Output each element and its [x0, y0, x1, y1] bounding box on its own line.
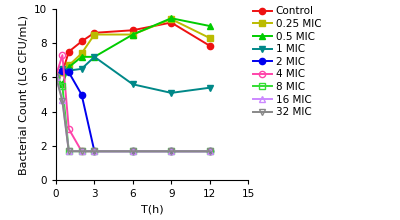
0.25 MIC	[60, 71, 65, 74]
Line: 0.5 MIC: 0.5 MIC	[53, 15, 213, 87]
Control	[66, 50, 71, 53]
0.5 MIC	[66, 66, 71, 68]
Control	[92, 31, 97, 34]
8 MIC	[60, 85, 65, 87]
8 MIC	[207, 150, 212, 152]
Line: 32 MIC: 32 MIC	[53, 73, 213, 154]
Control	[130, 29, 135, 31]
1 MIC	[130, 83, 135, 86]
1 MIC	[66, 69, 71, 72]
16 MIC	[169, 150, 174, 152]
1 MIC	[207, 86, 212, 89]
32 MIC	[130, 150, 135, 152]
0.5 MIC	[207, 25, 212, 27]
8 MIC	[66, 150, 71, 152]
0.25 MIC	[54, 75, 58, 78]
8 MIC	[54, 75, 58, 78]
16 MIC	[207, 150, 212, 152]
Control	[207, 44, 212, 47]
0.25 MIC	[66, 64, 71, 67]
2 MIC	[79, 93, 84, 96]
Line: 8 MIC: 8 MIC	[53, 73, 213, 154]
4 MIC	[207, 150, 212, 152]
0.5 MIC	[54, 76, 58, 79]
0.25 MIC	[130, 33, 135, 36]
Line: 2 MIC: 2 MIC	[53, 68, 213, 154]
Control	[169, 21, 174, 24]
32 MIC	[169, 150, 174, 152]
Line: 4 MIC: 4 MIC	[53, 52, 213, 154]
0.5 MIC	[130, 33, 135, 36]
Legend: Control, 0.25 MIC, 0.5 MIC, 1 MIC, 2 MIC, 4 MIC, 8 MIC, 16 MIC, 32 MIC: Control, 0.25 MIC, 0.5 MIC, 1 MIC, 2 MIC…	[252, 5, 322, 118]
0.25 MIC	[79, 52, 84, 55]
Control	[54, 75, 58, 78]
2 MIC	[207, 150, 212, 152]
16 MIC	[66, 150, 71, 152]
1 MIC	[54, 75, 58, 78]
32 MIC	[54, 75, 58, 78]
2 MIC	[54, 75, 58, 78]
0.5 MIC	[169, 17, 174, 20]
8 MIC	[79, 150, 84, 152]
32 MIC	[207, 150, 212, 152]
4 MIC	[54, 74, 58, 77]
Line: 0.25 MIC: 0.25 MIC	[53, 16, 213, 80]
0.5 MIC	[60, 83, 65, 86]
1 MIC	[60, 68, 65, 70]
8 MIC	[169, 150, 174, 152]
Line: Control: Control	[53, 19, 213, 80]
16 MIC	[130, 150, 135, 152]
Control	[60, 71, 65, 74]
2 MIC	[66, 71, 71, 74]
0.25 MIC	[207, 37, 212, 39]
4 MIC	[169, 150, 174, 152]
8 MIC	[92, 150, 97, 152]
Line: 1 MIC: 1 MIC	[53, 54, 213, 96]
0.5 MIC	[92, 55, 97, 58]
4 MIC	[130, 150, 135, 152]
2 MIC	[169, 150, 174, 152]
32 MIC	[66, 150, 71, 152]
32 MIC	[92, 150, 97, 152]
1 MIC	[79, 68, 84, 70]
4 MIC	[92, 150, 97, 152]
32 MIC	[79, 150, 84, 152]
4 MIC	[60, 54, 65, 57]
Line: 16 MIC: 16 MIC	[53, 73, 213, 154]
Control	[79, 40, 84, 43]
16 MIC	[92, 150, 97, 152]
8 MIC	[130, 150, 135, 152]
0.25 MIC	[169, 18, 174, 20]
2 MIC	[92, 150, 97, 152]
16 MIC	[54, 75, 58, 78]
16 MIC	[79, 150, 84, 152]
0.25 MIC	[92, 33, 97, 36]
0.5 MIC	[79, 55, 84, 58]
1 MIC	[92, 55, 97, 58]
X-axis label: T(h): T(h)	[141, 205, 163, 215]
Y-axis label: Bacterial Count (LG CFU/mL): Bacterial Count (LG CFU/mL)	[18, 15, 28, 175]
1 MIC	[169, 92, 174, 94]
4 MIC	[79, 150, 84, 152]
4 MIC	[66, 128, 71, 130]
2 MIC	[60, 69, 65, 72]
32 MIC	[60, 100, 65, 103]
2 MIC	[130, 150, 135, 152]
16 MIC	[60, 98, 65, 101]
